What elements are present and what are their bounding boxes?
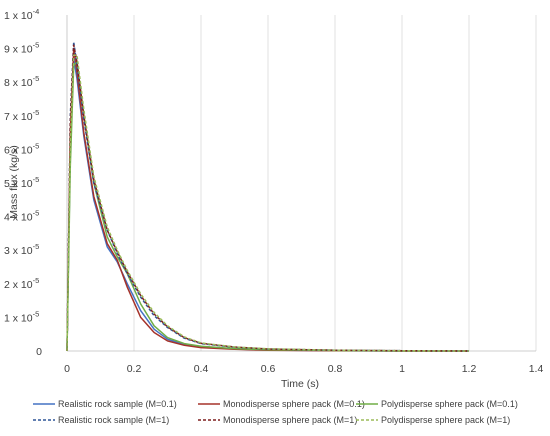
legend-item-6: Polydisperse sphere pack (M=1) bbox=[356, 415, 510, 425]
x-tick-label: 0.8 bbox=[328, 363, 343, 375]
x-tick-label: 1 bbox=[399, 363, 405, 375]
legend-label: Monodisperse sphere pack (M=1) bbox=[223, 415, 357, 425]
series-line-5 bbox=[66, 44, 470, 352]
grid-lines bbox=[133, 15, 537, 351]
legend-item-4: Realistic rock sample (M=1) bbox=[33, 415, 169, 425]
y-tick-label: 4 x 10-5 bbox=[4, 209, 39, 224]
x-tick-label: 0.2 bbox=[127, 363, 142, 375]
legend-label: Realistic rock sample (M=0.1) bbox=[58, 399, 177, 409]
x-tick-label: 0.6 bbox=[261, 363, 276, 375]
y-tick-label: 3 x 10-5 bbox=[4, 242, 39, 257]
series-line-6 bbox=[66, 54, 470, 352]
legend-label: Monodisperse sphere pack (M=0.1) bbox=[223, 399, 365, 409]
axes bbox=[66, 15, 536, 352]
y-tick-label: 7 x 10-5 bbox=[4, 108, 39, 123]
x-tick-label: 1.2 bbox=[462, 363, 477, 375]
y-tick-label: 1 x 10-5 bbox=[4, 309, 39, 324]
y-tick-label: 8 x 10-5 bbox=[4, 74, 39, 89]
legend-label: Polydisperse sphere pack (M=0.1) bbox=[381, 399, 518, 409]
series-line-3 bbox=[66, 61, 469, 352]
series-lines bbox=[66, 41, 470, 352]
y-axis-label: Mass flux (kg/s) bbox=[8, 145, 20, 219]
y-tick-label: 0 bbox=[36, 346, 42, 358]
tick-labels: 0 0.2 0.4 0.6 0.8 1 1.2 1.4 0 1 x 10-5 2 x 10-5 3 x… bbox=[4, 7, 543, 375]
legend-item-3: Polydisperse sphere pack (M=0.1) bbox=[356, 399, 518, 409]
legend-label: Realistic rock sample (M=1) bbox=[58, 415, 169, 425]
y-tick-label: 5 x 10-5 bbox=[4, 175, 39, 190]
legend-item-5: Monodisperse sphere pack (M=1) bbox=[198, 415, 357, 425]
legend-label: Polydisperse sphere pack (M=1) bbox=[381, 415, 510, 425]
legend-item-1: Realistic rock sample (M=0.1) bbox=[33, 399, 177, 409]
y-tick-label: 1 x 10-4 bbox=[4, 7, 39, 22]
x-tick-label: 1.4 bbox=[529, 363, 544, 375]
y-tick-label: 9 x 10-5 bbox=[4, 41, 39, 56]
y-tick-label: 6 x 10-5 bbox=[4, 141, 39, 156]
x-tick-label: 0.4 bbox=[194, 363, 209, 375]
x-axis-label: Time (s) bbox=[281, 378, 319, 390]
y-tick-label: 2 x 10-5 bbox=[4, 276, 39, 291]
legend: Realistic rock sample (M=0.1) Monodispers… bbox=[33, 399, 518, 425]
x-tick-label: 0 bbox=[64, 363, 70, 375]
legend-item-2: Monodisperse sphere pack (M=0.1) bbox=[198, 399, 365, 409]
